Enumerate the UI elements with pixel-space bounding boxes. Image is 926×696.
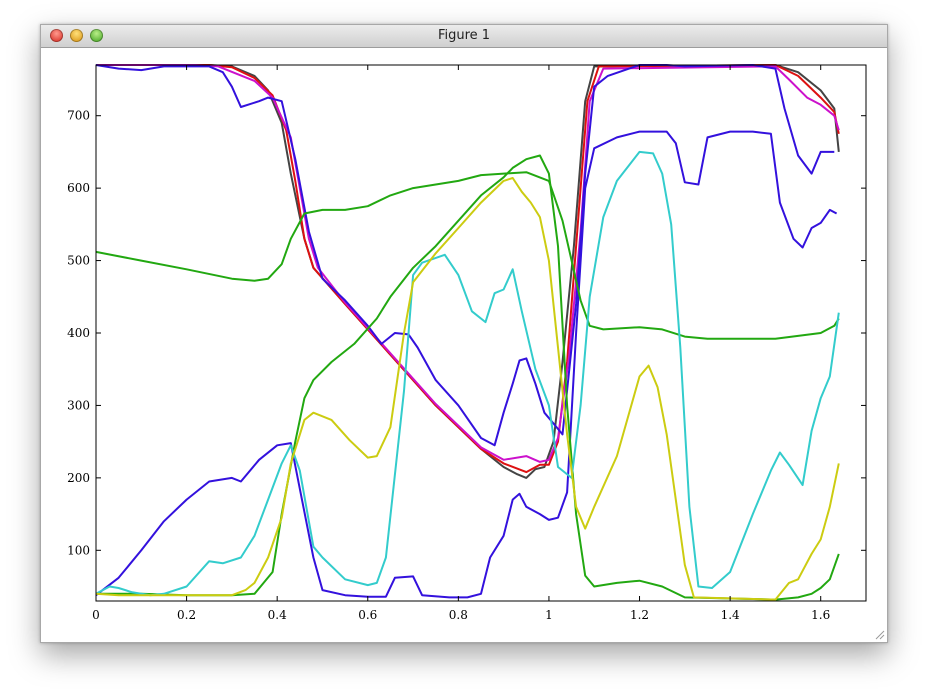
x-tick-label: 0.6 xyxy=(358,608,377,622)
x-tick-label: 1 xyxy=(545,608,553,622)
series-line-1 xyxy=(96,64,840,479)
minimize-window-button[interactable] xyxy=(70,29,83,42)
series-line-2 xyxy=(96,64,840,474)
series-line-3 xyxy=(96,64,840,463)
x-tick-label: 1.4 xyxy=(721,608,740,622)
y-tick-label: 500 xyxy=(67,254,90,268)
x-tick-label: 0 xyxy=(92,608,100,622)
zoom-window-button[interactable] xyxy=(90,29,103,42)
series-line-4 xyxy=(95,64,835,447)
window-title: Figure 1 xyxy=(437,28,491,43)
series-line-7 xyxy=(96,154,840,601)
resize-grip-icon[interactable] xyxy=(874,629,885,640)
figure-window: Figure 1 0 0.2 0.4 0.6 0.8 1 1.2 1.4 1.6 100 200 3… xyxy=(40,24,888,643)
y-tick-label: 700 xyxy=(67,109,90,123)
y-tick-label: 600 xyxy=(67,181,90,195)
y-tick-label: 400 xyxy=(67,326,90,340)
x-tick-label: 0.4 xyxy=(268,608,287,622)
x-tick-label: 1.6 xyxy=(811,608,830,622)
x-axis: 0 0.2 0.4 0.6 0.8 1 1.2 1.4 1.6 xyxy=(92,65,830,622)
y-tick-label: 300 xyxy=(67,398,90,412)
x-tick-label: 1.2 xyxy=(630,608,649,622)
series-line-9 xyxy=(95,177,840,601)
close-window-button[interactable] xyxy=(50,29,63,42)
x-tick-label: 0.2 xyxy=(177,608,196,622)
line-chart: 0 0.2 0.4 0.6 0.8 1 1.2 1.4 1.6 100 200 300 400 500 6… xyxy=(67,64,867,622)
series-line-5 xyxy=(95,130,838,599)
series-lines xyxy=(95,64,840,601)
y-tick-label: 200 xyxy=(67,471,90,485)
y-axis: 100 200 300 400 500 600 700 xyxy=(67,109,866,557)
y-tick-label: 100 xyxy=(67,543,90,557)
series-line-6 xyxy=(95,171,840,340)
window-titlebar[interactable]: Figure 1 xyxy=(41,25,887,48)
series-line-8 xyxy=(95,150,840,597)
x-tick-label: 0.8 xyxy=(449,608,468,622)
